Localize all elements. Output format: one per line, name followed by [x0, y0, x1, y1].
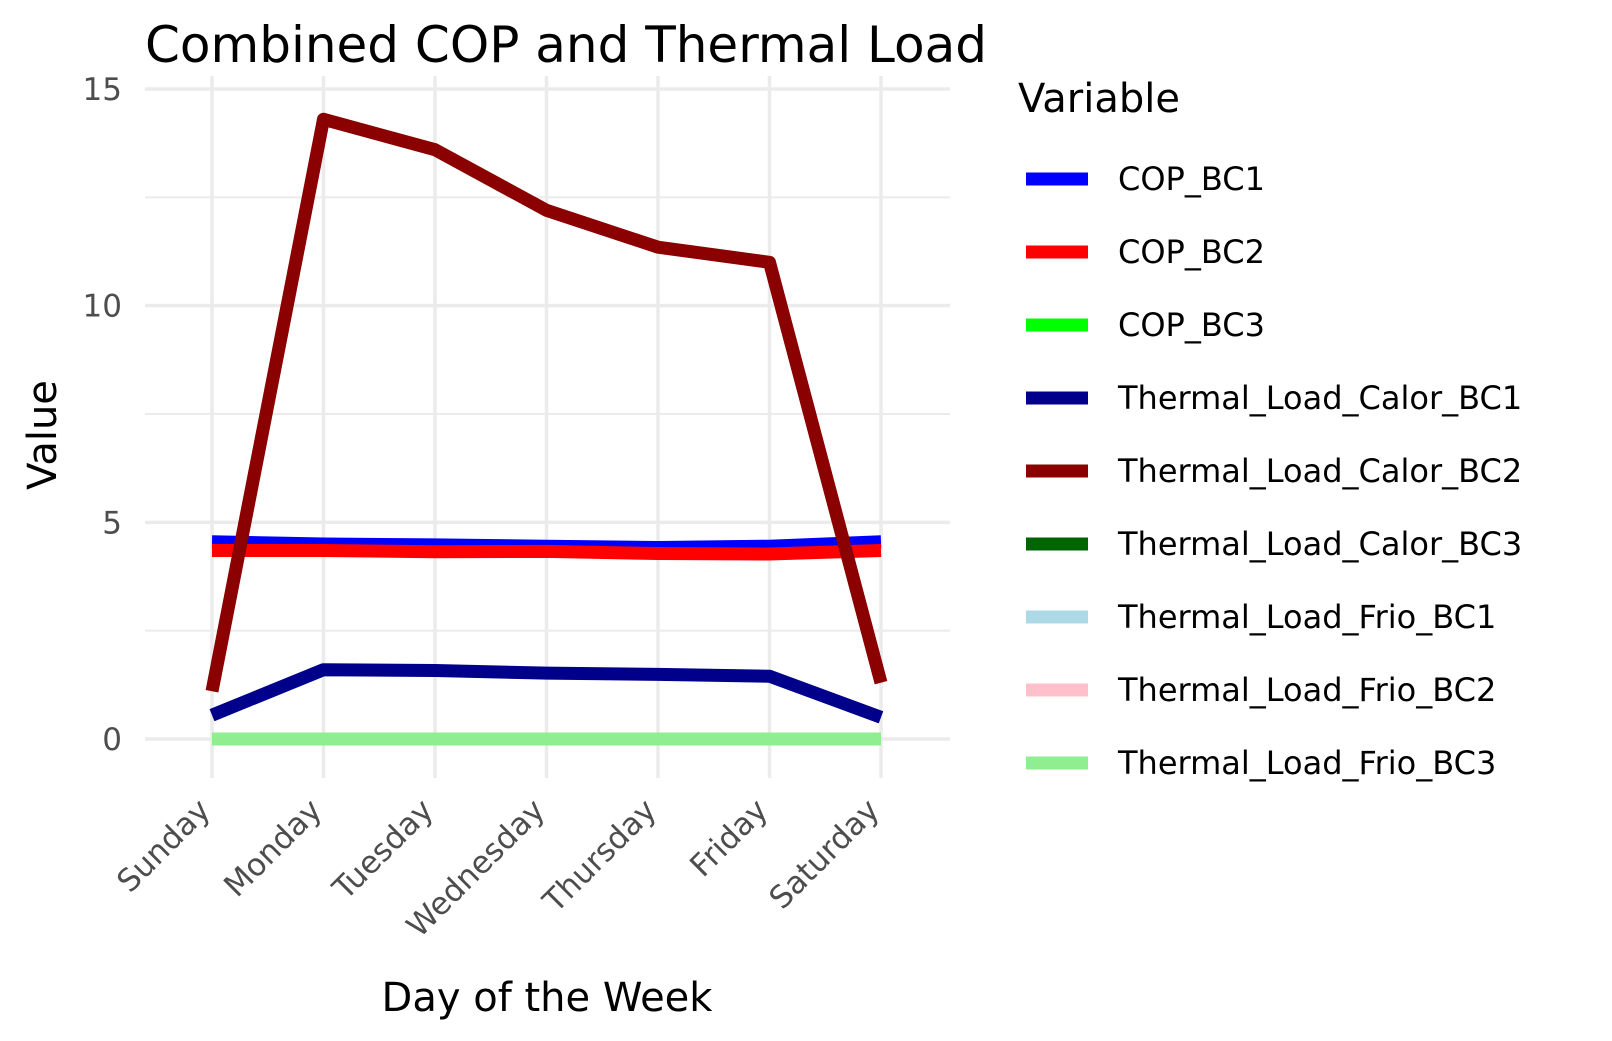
legend-label: COP_BC1 — [1118, 160, 1265, 198]
y-tick-label: 0 — [102, 722, 122, 758]
legend-label: Thermal_Load_Frio_BC3 — [1117, 744, 1496, 782]
y-tick-label: 10 — [83, 289, 122, 325]
legend-label: Thermal_Load_Frio_BC2 — [1117, 671, 1496, 709]
series-line-Thermal_Load_Calor_BC1 — [209, 663, 884, 724]
y-tick-label: 5 — [102, 505, 122, 541]
legend-label: Thermal_Load_Frio_BC1 — [1117, 598, 1496, 636]
legend-label: COP_BC3 — [1118, 306, 1265, 344]
x-tick-label: Sunday — [110, 792, 217, 899]
legend-label: Thermal_Load_Calor_BC1 — [1117, 379, 1522, 417]
y-axis: 0 5 10 15 — [83, 72, 122, 758]
legend-title: Variable — [1018, 76, 1180, 122]
legend-label: Thermal_Load_Calor_BC2 — [1117, 452, 1522, 490]
x-tick-label: Thursday — [536, 792, 664, 920]
x-tick-label: Monday — [217, 792, 329, 904]
y-tick-label: 15 — [83, 72, 122, 108]
legend: Variable COP_BC1 COP_BC2 COP_BC3 Thermal_Lo… — [1018, 76, 1522, 782]
series-lines — [205, 112, 888, 746]
series-line-COP_BC2 — [212, 544, 882, 561]
chart-title: Combined COP and Thermal Load — [145, 16, 987, 74]
legend-label: Thermal_Load_Calor_BC3 — [1117, 525, 1522, 563]
x-tick-label: Friday — [683, 792, 775, 884]
x-tick-label: Saturday — [762, 792, 886, 916]
x-axis-title: Day of the Week — [382, 975, 714, 1021]
y-axis-title: Value — [20, 380, 66, 490]
series-line-Thermal_Load_Calor_BC2 — [205, 112, 888, 693]
legend-label: COP_BC2 — [1118, 233, 1265, 271]
x-tick-label: Tuesday — [325, 792, 440, 907]
